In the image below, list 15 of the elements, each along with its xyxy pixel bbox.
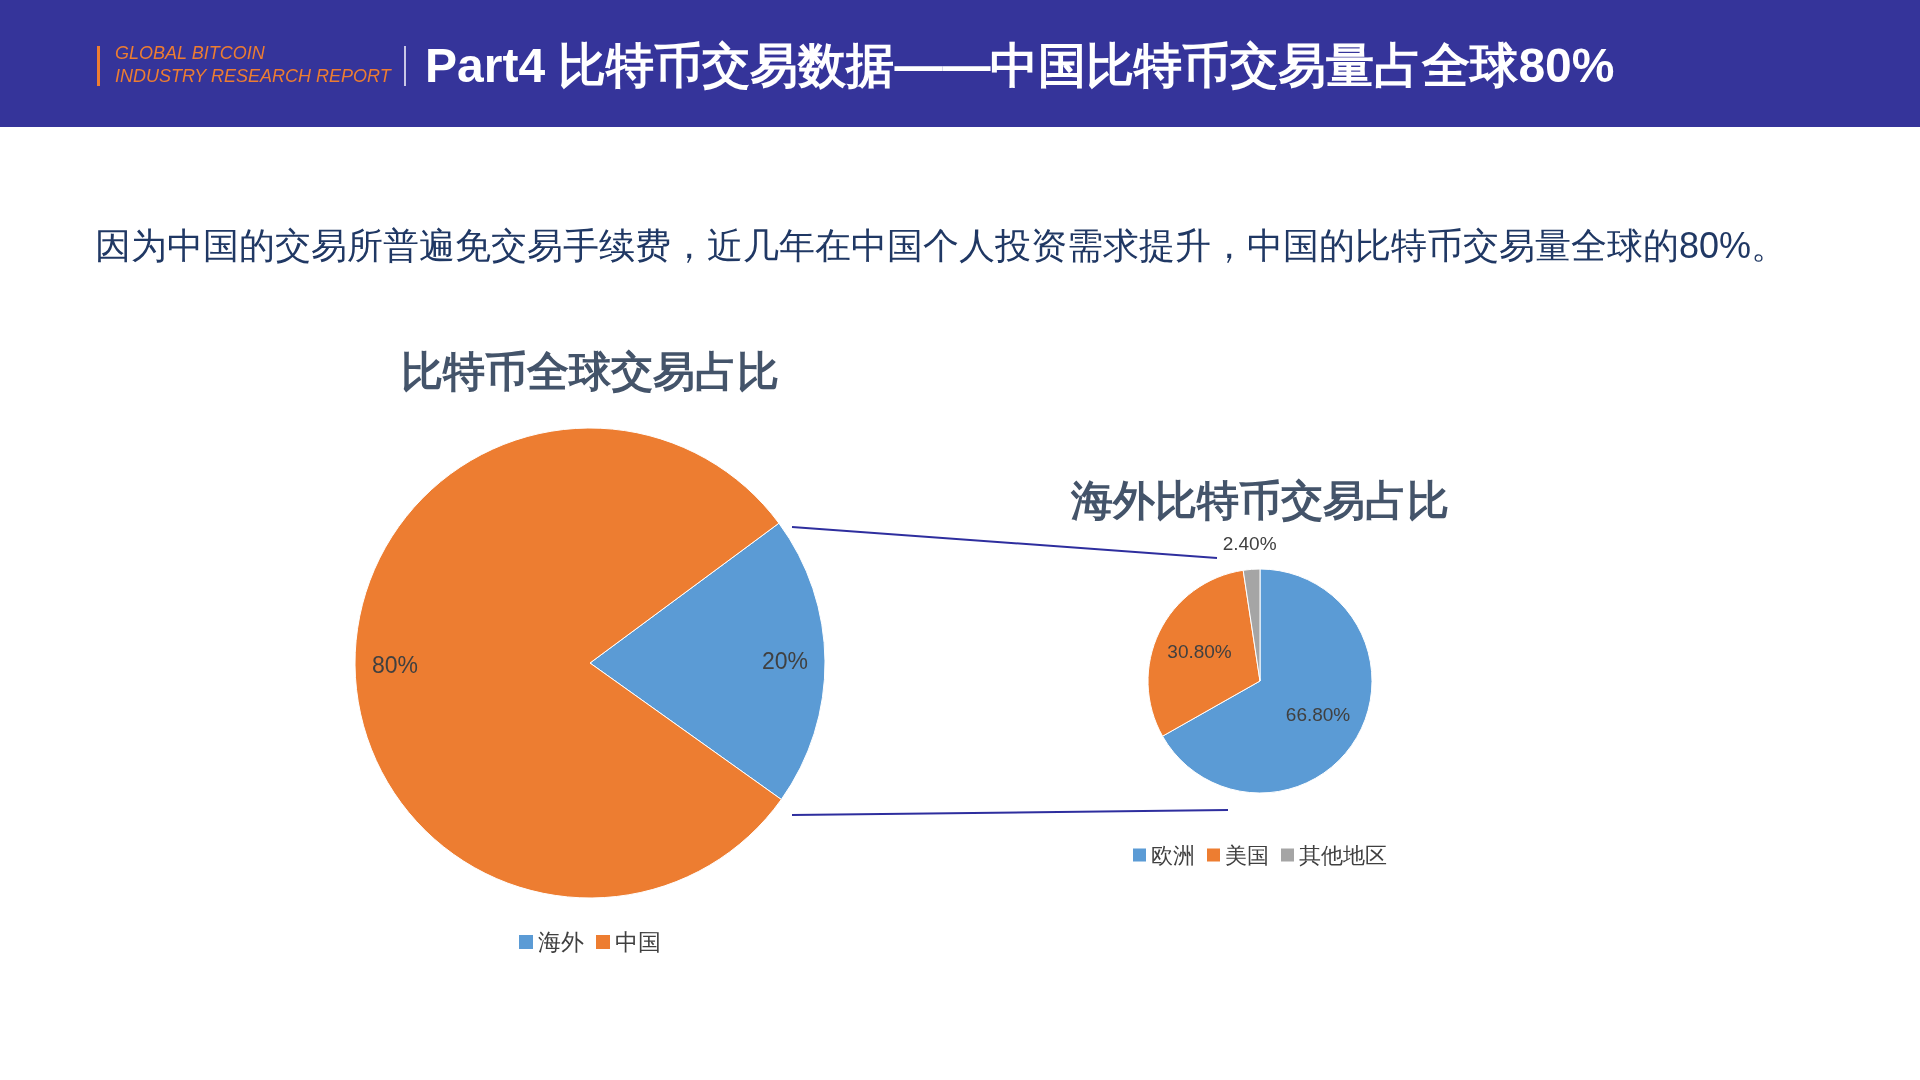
legend-label: 其他地区	[1299, 842, 1387, 868]
legend-label: 美国	[1225, 842, 1269, 868]
legend-label: 中国	[615, 929, 661, 955]
legend-label: 欧洲	[1151, 842, 1195, 868]
chart-title: 海外比特币交易占比	[1070, 477, 1449, 524]
legend-label: 海外	[538, 929, 584, 955]
chart-title: 比特币全球交易占比	[401, 348, 779, 395]
data-label: 30.80%	[1167, 641, 1232, 663]
data-label: 80%	[371, 651, 418, 678]
data-label: 2.40%	[1222, 533, 1277, 555]
data-label: 20%	[762, 648, 809, 675]
text: 因为中国的交易所普遍免交易手续费，近几年在中国个人投资需求提升，中国的比特币交易量全球的80%。	[95, 225, 1788, 266]
text: Part4 比特币交易数据——中国比特币交易量占全球80%	[425, 39, 1615, 92]
text: GLOBAL BITCOIN INDUSTRY RESEARCH REPORT	[115, 43, 393, 86]
data-label: 66.80%	[1285, 704, 1351, 726]
